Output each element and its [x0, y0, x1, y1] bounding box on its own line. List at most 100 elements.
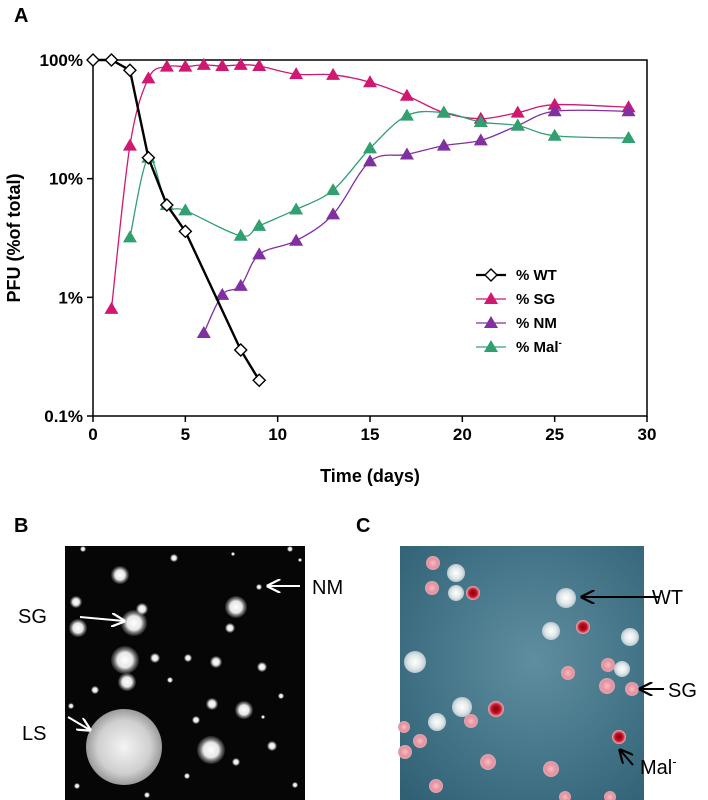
x-tick-label: 25	[545, 425, 564, 444]
plaque	[121, 610, 147, 636]
plaque	[480, 754, 496, 770]
data-point	[399, 147, 414, 160]
data-point	[547, 128, 562, 141]
plaque	[428, 713, 446, 731]
legend-label: % SG	[516, 291, 555, 308]
data-point	[473, 115, 488, 128]
plaque	[184, 654, 192, 662]
data-point	[326, 207, 341, 220]
plaque	[256, 584, 262, 590]
plaque	[70, 596, 82, 608]
data-point	[86, 53, 100, 67]
plaque	[278, 693, 284, 699]
plaque	[542, 622, 560, 640]
x-tick-label: 30	[638, 425, 657, 444]
series-sg	[104, 57, 636, 314]
photo-c-label-wt: WT	[652, 587, 683, 609]
data-point	[363, 141, 377, 154]
data-point	[104, 301, 119, 314]
data-point	[399, 88, 414, 101]
photo-c-label-sg: SG	[668, 680, 697, 702]
plaque	[192, 716, 200, 724]
data-point	[510, 118, 525, 131]
data-point	[233, 228, 248, 241]
plaque	[206, 698, 218, 710]
data-point	[289, 202, 304, 215]
plaque	[118, 673, 136, 691]
plaque	[604, 791, 616, 800]
legend: % WT % SG % NM % Mal-	[476, 267, 562, 356]
series-wt	[86, 53, 267, 388]
plaque	[136, 603, 148, 615]
data-point	[122, 230, 137, 243]
data-point	[473, 133, 488, 146]
legend-swatch-marker	[484, 316, 498, 328]
plaque	[225, 596, 247, 618]
data-point	[159, 198, 174, 212]
panel-label-a: A	[14, 5, 28, 27]
x-tick-label: 15	[361, 425, 380, 444]
plaque-ls	[86, 709, 162, 785]
plaque	[170, 554, 178, 562]
data-point	[436, 138, 451, 151]
data-point	[215, 59, 230, 72]
plaque	[111, 646, 139, 674]
data-point	[215, 287, 230, 300]
plaque	[625, 682, 639, 696]
x-tick-label: 10	[268, 425, 287, 444]
legend-label: % NM	[516, 315, 557, 332]
plaque	[298, 558, 302, 562]
series-layer	[86, 53, 636, 388]
plaque	[599, 678, 615, 694]
plaque	[543, 761, 559, 777]
plaque	[144, 792, 150, 798]
plaque	[210, 656, 222, 668]
plaque	[398, 721, 410, 733]
plaque	[447, 564, 465, 582]
photo-b-label-ls: LS	[22, 723, 46, 745]
legend-swatch-marker	[484, 268, 498, 282]
arrow-mal	[620, 750, 634, 766]
data-point	[233, 278, 248, 291]
plaques-b	[68, 546, 302, 798]
plaque	[257, 662, 267, 672]
data-point	[621, 131, 636, 144]
data-point	[252, 373, 267, 388]
plaque	[559, 791, 571, 800]
y-tick-label: 1%	[58, 288, 83, 307]
data-point	[122, 138, 137, 151]
plaque	[167, 677, 173, 683]
data-point	[252, 247, 267, 260]
legend-label: % WT	[516, 267, 557, 284]
x-axis: 0 5 10 15 20 25 30	[88, 416, 656, 444]
y-tick-label: 10%	[49, 170, 83, 189]
plaque	[111, 566, 129, 584]
plaque	[621, 628, 639, 646]
photo-b	[65, 546, 305, 800]
plaque	[612, 730, 626, 744]
series-mal	[122, 105, 636, 243]
series-nm	[196, 104, 636, 339]
plaque	[614, 661, 630, 677]
photo-c-label-mal: Mal-	[640, 754, 677, 779]
legend-swatch-marker	[484, 292, 498, 304]
y-axis: 0.1% 1% 10% 100%	[40, 51, 93, 426]
plaque	[464, 714, 478, 728]
data-point	[196, 57, 211, 70]
legend-swatch-marker	[484, 340, 498, 352]
plaque	[466, 586, 480, 600]
plaques-c	[398, 556, 639, 800]
data-point	[252, 59, 267, 72]
plaque	[425, 581, 439, 595]
data-point	[289, 67, 304, 80]
plaque	[235, 701, 253, 719]
data-point	[436, 105, 451, 118]
plaque	[231, 552, 235, 556]
plaque	[398, 745, 412, 759]
plaque	[197, 736, 225, 764]
plaque	[426, 556, 440, 570]
data-point	[326, 67, 341, 80]
plaque	[429, 779, 443, 793]
data-point	[621, 104, 636, 117]
